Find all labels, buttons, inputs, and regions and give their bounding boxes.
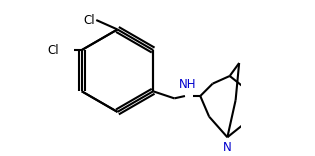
Text: Cl: Cl	[83, 14, 95, 27]
Text: Cl: Cl	[48, 44, 59, 57]
Text: N: N	[223, 141, 232, 154]
Text: NH: NH	[179, 78, 196, 91]
